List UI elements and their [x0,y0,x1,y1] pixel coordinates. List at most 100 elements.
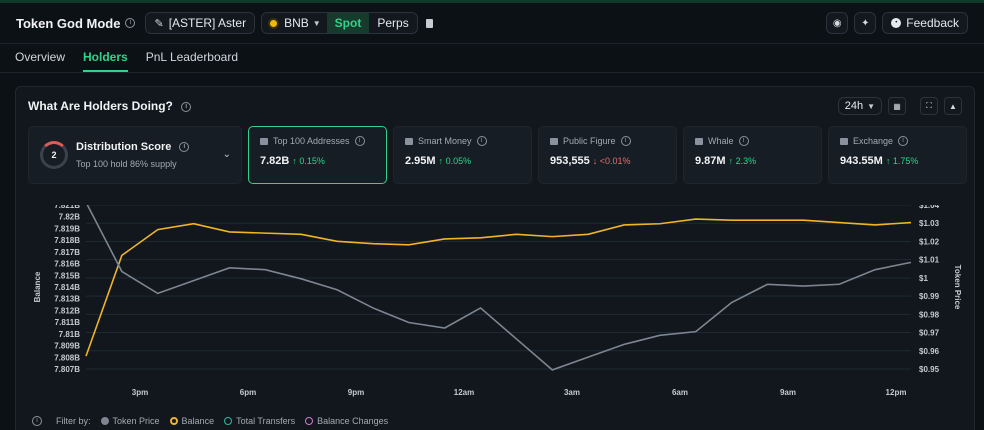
info-icon[interactable]: i [738,136,749,146]
legend-balance-changes[interactable]: Balance Changes [305,416,388,426]
feedback-button[interactable]: • Feedback [882,12,968,34]
distribution-score-card[interactable]: 2 Distribution Score i Top 100 hold 86% … [28,126,242,184]
feedback-label: Feedback [906,16,959,30]
card-change: ↑ 1.75% [885,156,919,166]
pin-button[interactable]: ✦ [854,12,877,34]
panel-title: What Are Holders Doing? i [28,99,192,113]
left-tick-label: 7.813B [54,295,80,304]
segment-perps-label: Perps [377,16,409,30]
card-change: ↓ <0.01% [592,156,631,166]
x-tick-label: 12am [454,388,474,397]
metric-cards: 2 Distribution Score i Top 100 hold 86% … [28,126,967,184]
card-smart-money[interactable]: Smart Money i 2.95M ↑ 0.05% [393,126,532,184]
left-tick-label: 7.807B [54,365,80,374]
panel-title-text: What Are Holders Doing? [28,99,173,113]
document-icon[interactable] [425,18,433,28]
card-value: 2.95M ↑ 0.05% [405,155,520,167]
card-value-text: 9.87M [695,155,726,167]
info-icon[interactable]: i [354,136,365,146]
score-ring: 2 [40,141,68,169]
info-icon[interactable]: i [125,18,136,28]
token-label: [ASTER] Aster [168,16,247,30]
balance-series-line [85,218,912,357]
period-selector[interactable]: 24h ▼ [837,97,882,115]
legend-token-price[interactable]: Token Price [100,416,160,426]
chevron-down-icon[interactable]: ⌄ [222,149,231,160]
legend-label: Balance Changes [317,416,389,426]
right-axis-title: Token Price [953,265,962,310]
header-tools: ◉ ✦ • Feedback [826,12,968,34]
x-tick-label: 6pm [240,388,256,397]
distribution-title: Distribution Score i [76,141,190,153]
header-divider [0,43,984,44]
calendar-button[interactable]: ▦ [888,97,906,115]
right-tick-label: $0.99 [919,292,940,301]
left-tick-label: 7.812B [54,306,80,315]
left-tick-label: 7.818B [54,236,80,245]
whale-icon [695,137,703,145]
tabs-divider [0,72,984,73]
info-icon[interactable]: i [32,416,42,426]
left-tick-label: 7.809B [54,342,80,351]
segment-perps[interactable]: Perps [369,13,416,33]
info-icon[interactable]: i [476,136,487,146]
card-label-text: Smart Money [418,136,472,146]
tab-pnl-leaderboard[interactable]: PnL Leaderboard [145,50,238,64]
segment-spot[interactable]: Spot [326,13,370,33]
eye-button[interactable]: ◉ [826,12,849,34]
left-tick-label: 7.82B [59,213,81,222]
legend-label: Balance [181,416,215,426]
pin-icon: ✦ [861,17,870,29]
x-tick-label: 9pm [348,388,364,397]
right-tick-label: $1 [919,274,928,283]
card-public-figure[interactable]: Public Figure i 953,555 ↓ <0.01% [538,126,677,184]
x-tick-label: 3am [564,388,580,397]
legend-balance[interactable]: Balance [169,416,215,426]
info-icon[interactable]: i [898,136,909,146]
expand-button[interactable]: ⛶ [920,97,938,115]
chain-segment-group: BNB ▼ Spot Perps [261,12,418,34]
right-tick-label: $0.97 [919,329,940,338]
card-top-100-addresses[interactable]: Top 100 Addresses i 7.82B ↑ 0.15% [248,126,387,184]
pencil-icon: ✎ [154,17,164,30]
left-tick-label: 7.815B [54,271,80,280]
card-change: ↑ 0.05% [438,156,472,166]
tab-overview[interactable]: Overview [15,50,66,64]
card-value-text: 943.55M [840,155,883,167]
card-label: Public Figure i [550,136,665,146]
card-value-text: 2.95M [405,155,436,167]
right-tick-label: $1.01 [919,256,940,265]
period-label: 24h [844,100,864,112]
card-value: 7.82B ↑ 0.15% [260,155,375,167]
x-tick-label: 12pm [886,388,907,397]
tab-holders[interactable]: Holders [83,44,128,72]
chain-selector[interactable]: BNB ▼ [262,13,327,33]
left-tick-label: 7.819B [54,224,80,233]
info-icon[interactable]: i [181,101,192,112]
info-icon[interactable]: i [179,142,190,153]
right-tick-label: $0.98 [919,310,940,319]
eye-icon: ◉ [832,17,842,29]
x-tick-label: 6am [672,388,688,397]
chevron-down-icon: ▼ [312,18,321,28]
brain-icon [405,137,413,145]
legend-dot [100,417,109,425]
left-tick-label: 7.817B [54,248,80,257]
collapse-button[interactable]: ▲ [944,97,962,115]
legend-label: Total Transfers [236,416,296,426]
holders-line-chart[interactable]: $1.04 $1.03 $1.02 $1.01 $1 $0.99 $0.98 $0.97 $0.… [16,201,974,405]
right-tick-label: $1.03 [919,219,940,228]
distribution-subtitle: Top 100 hold 86% supply [76,159,177,169]
legend-total-transfers[interactable]: Total Transfers [224,416,295,426]
header-bar: Token God Mode i ✎ [ASTER] Aster BNB ▼ S… [0,3,984,43]
right-tick-label: $0.95 [919,365,940,374]
card-label-text: Top 100 Addresses [273,136,350,146]
token-price-series-line [85,201,912,371]
card-change: ↑ 2.3% [728,156,757,166]
card-whale[interactable]: Whale i 9.87M ↑ 2.3% [683,126,822,184]
card-value: 943.55M ↑ 1.75% [840,155,955,167]
token-selector[interactable]: ✎ [ASTER] Aster [145,12,256,34]
legend-label: Token Price [112,416,160,426]
info-icon[interactable]: i [620,136,631,146]
card-exchange[interactable]: Exchange i 943.55M ↑ 1.75% [828,126,967,184]
